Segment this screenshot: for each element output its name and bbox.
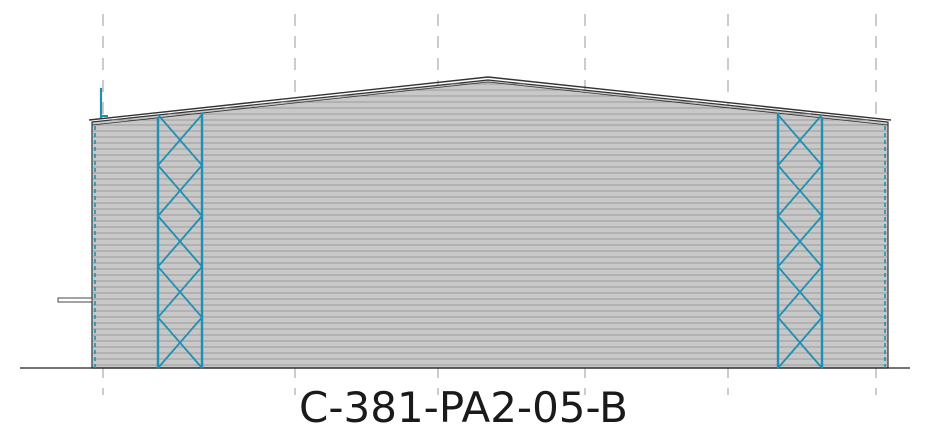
roof-edge-inner xyxy=(91,81,889,126)
bracing-diagonal xyxy=(777,164,823,217)
bracing-diagonal xyxy=(777,215,823,268)
wall-panel xyxy=(91,79,889,369)
bracing-diagonal xyxy=(157,215,203,268)
elevation-details xyxy=(57,88,886,368)
roof-edge xyxy=(88,76,892,121)
cross-bracing-group xyxy=(156,112,824,369)
bracing-diagonal xyxy=(157,114,203,166)
drawing-label: C-381-PA2-05-B xyxy=(299,383,628,432)
bracing-diagonal xyxy=(777,114,823,166)
bracing-diagonal xyxy=(157,164,203,217)
bracing-diagonal xyxy=(157,266,203,318)
side-ledge xyxy=(57,297,93,303)
bracing-diagonal xyxy=(777,266,823,318)
bracing-diagonal xyxy=(157,316,203,369)
bracing-diagonal xyxy=(777,316,823,369)
wall-cladding xyxy=(20,76,910,369)
